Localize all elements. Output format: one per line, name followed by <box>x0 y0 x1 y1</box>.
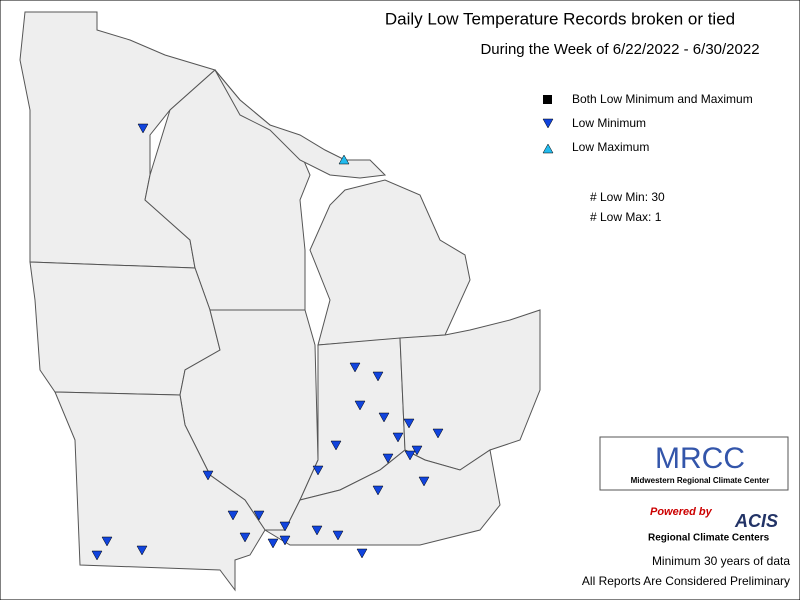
low-min-marker <box>330 440 342 451</box>
low-min-marker <box>356 548 368 559</box>
acis-sub: Regional Climate Centers <box>648 533 770 544</box>
legend-entry: Low Minimum <box>572 116 646 130</box>
acis-name: ACIS <box>734 511 778 531</box>
legend-symbol <box>542 143 554 154</box>
map <box>19 11 541 592</box>
low-max-marker <box>338 154 350 165</box>
low-min-marker <box>411 445 423 456</box>
note: Minimum 30 years of data <box>652 554 790 568</box>
low-min-marker <box>404 450 416 461</box>
low-min-marker <box>382 453 394 464</box>
low-min-marker <box>227 510 239 521</box>
title: Daily Low Temperature Records broken or … <box>385 9 735 28</box>
count: # Low Max: 1 <box>590 210 662 224</box>
subtitle: During the Week of 6/22/2022 - 6/30/2022 <box>480 41 759 58</box>
low-min-marker <box>101 536 113 547</box>
legend-symbol <box>542 118 554 129</box>
acis-logo: Powered by ACIS Regional Climate Centers <box>648 506 778 544</box>
count: # Low Min: 30 <box>590 190 665 204</box>
state <box>19 11 217 269</box>
low-min-marker <box>239 532 251 543</box>
low-min-marker <box>349 362 361 373</box>
low-min-marker <box>392 432 404 443</box>
low-min-marker <box>311 525 323 536</box>
logo-full-name: Midwestern Regional Climate Center <box>631 476 770 485</box>
low-min-marker <box>136 545 148 556</box>
low-min-marker <box>279 521 291 532</box>
mrcc-logo: MRCC Midwestern Regional Climate Center <box>599 436 789 491</box>
legend-symbol <box>543 95 552 104</box>
low-min-marker <box>372 485 384 496</box>
low-min-marker <box>418 476 430 487</box>
acis-powered: Powered by <box>650 506 713 518</box>
low-min-marker <box>253 510 265 521</box>
note: All Reports Are Considered Preliminary <box>582 574 790 588</box>
low-min-marker <box>378 412 390 423</box>
low-min-marker <box>312 465 324 476</box>
legend-entry: Both Low Minimum and Maximum <box>572 92 753 106</box>
logo-name: MRCC <box>655 442 745 475</box>
low-min-marker <box>279 535 291 546</box>
low-min-marker <box>432 428 444 439</box>
low-min-marker <box>372 371 384 382</box>
low-min-marker <box>137 123 149 134</box>
legend-entry: Low Maximum <box>572 140 649 154</box>
low-min-marker <box>332 530 344 541</box>
low-min-marker <box>91 550 103 561</box>
state <box>214 69 387 179</box>
low-min-marker <box>403 418 415 429</box>
markers <box>91 123 444 561</box>
low-min-marker <box>267 538 279 549</box>
low-min-marker <box>354 400 366 411</box>
state <box>263 449 501 546</box>
logo-box <box>599 436 789 491</box>
low-min-marker <box>202 470 214 481</box>
